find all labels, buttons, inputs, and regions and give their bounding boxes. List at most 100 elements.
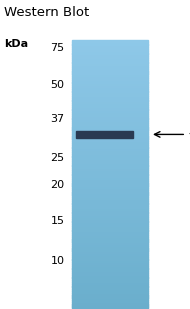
Bar bbox=[72, 156, 148, 159]
Bar bbox=[72, 134, 148, 137]
Bar bbox=[72, 147, 148, 150]
Text: 15: 15 bbox=[51, 216, 65, 226]
Bar bbox=[72, 109, 148, 112]
Text: 37: 37 bbox=[51, 114, 65, 124]
Bar bbox=[72, 154, 148, 157]
Bar bbox=[72, 78, 148, 81]
Bar bbox=[72, 262, 148, 264]
Text: kDa: kDa bbox=[4, 39, 28, 49]
Bar bbox=[72, 246, 148, 248]
Bar bbox=[72, 136, 148, 139]
Bar bbox=[72, 226, 148, 228]
Bar bbox=[72, 167, 148, 170]
Bar bbox=[72, 230, 148, 233]
Bar bbox=[72, 143, 148, 146]
Bar bbox=[72, 91, 148, 94]
Bar bbox=[72, 212, 148, 215]
Bar bbox=[72, 242, 148, 244]
Bar bbox=[72, 250, 148, 253]
Bar bbox=[72, 152, 148, 154]
Bar bbox=[72, 176, 148, 179]
Bar bbox=[72, 103, 148, 105]
Bar bbox=[72, 264, 148, 266]
Bar bbox=[72, 300, 148, 302]
Bar bbox=[72, 145, 148, 148]
Bar bbox=[72, 295, 148, 298]
Bar bbox=[72, 244, 148, 246]
Bar bbox=[72, 219, 148, 222]
Bar bbox=[72, 49, 148, 51]
Bar bbox=[72, 185, 148, 188]
Bar bbox=[72, 129, 148, 132]
Bar bbox=[72, 165, 148, 168]
Bar bbox=[72, 47, 148, 49]
Bar bbox=[72, 123, 148, 125]
Bar bbox=[72, 132, 148, 134]
Bar bbox=[72, 96, 148, 98]
Bar bbox=[72, 201, 148, 204]
Bar bbox=[72, 255, 148, 257]
Bar bbox=[72, 74, 148, 76]
Text: 10: 10 bbox=[51, 256, 65, 266]
Bar bbox=[72, 89, 148, 92]
Bar bbox=[72, 116, 148, 119]
Bar bbox=[72, 98, 148, 101]
Bar bbox=[72, 210, 148, 213]
Bar bbox=[72, 105, 148, 107]
Bar bbox=[72, 53, 148, 56]
Bar bbox=[72, 266, 148, 269]
Bar bbox=[72, 80, 148, 83]
Bar bbox=[72, 172, 148, 175]
Bar bbox=[72, 183, 148, 186]
Bar bbox=[72, 127, 148, 130]
Bar bbox=[72, 174, 148, 177]
Bar bbox=[72, 107, 148, 110]
Bar bbox=[72, 302, 148, 305]
Bar bbox=[72, 112, 148, 114]
Bar bbox=[72, 235, 148, 237]
Bar bbox=[72, 273, 148, 275]
Bar bbox=[72, 190, 148, 193]
Bar bbox=[72, 293, 148, 295]
Bar bbox=[72, 291, 148, 293]
Text: Western Blot: Western Blot bbox=[4, 6, 89, 19]
Bar bbox=[72, 221, 148, 224]
Bar bbox=[72, 125, 148, 128]
Bar bbox=[72, 114, 148, 116]
Bar bbox=[72, 51, 148, 54]
Bar bbox=[72, 284, 148, 287]
Bar bbox=[76, 131, 133, 138]
Bar bbox=[72, 87, 148, 90]
Bar bbox=[72, 40, 148, 42]
Bar bbox=[72, 282, 148, 284]
Text: 50: 50 bbox=[51, 80, 65, 90]
Bar bbox=[72, 76, 148, 78]
Bar bbox=[72, 271, 148, 273]
Bar bbox=[72, 138, 148, 141]
Bar bbox=[72, 150, 148, 152]
Bar bbox=[72, 60, 148, 62]
Bar bbox=[72, 62, 148, 65]
Bar bbox=[72, 94, 148, 96]
Bar bbox=[72, 118, 148, 121]
Bar bbox=[72, 161, 148, 163]
Bar bbox=[72, 159, 148, 161]
Bar bbox=[72, 275, 148, 277]
Bar bbox=[72, 65, 148, 67]
Bar bbox=[72, 260, 148, 262]
Bar bbox=[72, 248, 148, 251]
Bar bbox=[72, 58, 148, 60]
Bar bbox=[72, 71, 148, 74]
Bar bbox=[72, 277, 148, 280]
Bar bbox=[72, 203, 148, 206]
Bar bbox=[72, 69, 148, 71]
Bar bbox=[72, 232, 148, 235]
Bar bbox=[72, 224, 148, 226]
Bar bbox=[72, 208, 148, 210]
Bar bbox=[72, 199, 148, 201]
Bar bbox=[72, 56, 148, 58]
Bar bbox=[72, 163, 148, 166]
Text: ←31kDa: ←31kDa bbox=[188, 129, 190, 139]
Bar bbox=[72, 188, 148, 190]
Bar bbox=[72, 228, 148, 231]
